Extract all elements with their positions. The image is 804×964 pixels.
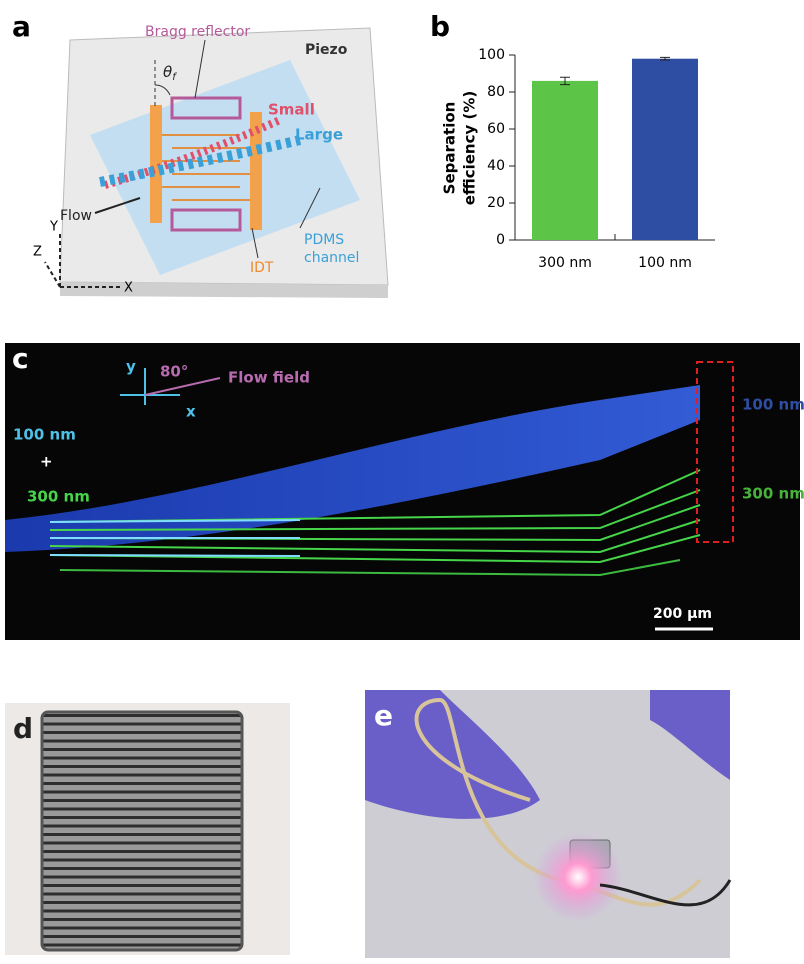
y-axis-label: efficiency (%) [461, 91, 479, 205]
axis-y: Y [49, 220, 58, 235]
plus-label: + [40, 453, 53, 471]
label-idt: IDT [250, 260, 274, 276]
led-glow [533, 832, 623, 922]
axis-x: X [124, 281, 133, 296]
label-bragg: Bragg reflector [145, 24, 250, 40]
panel-label: d [13, 712, 33, 745]
bar [632, 59, 698, 240]
axis-z: Z [33, 245, 42, 260]
input-large-label: 300 nm [27, 488, 90, 506]
scale-label: 200 µm [653, 606, 712, 622]
label-large: Large [295, 126, 343, 144]
label-small: Small [268, 101, 315, 119]
device-photo [42, 712, 242, 950]
label-flow: Flow [60, 208, 92, 224]
output-large-label: 300 nm [742, 485, 804, 503]
panel-label: a [12, 10, 31, 43]
error-bar [660, 57, 670, 60]
page: {"panel_a": {"label": "a", "bragg": "Bra… [0, 0, 804, 960]
bar [532, 81, 598, 240]
label-piezo: Piezo [305, 42, 348, 58]
figure: a Bragg reflector Piezo θf Small Large F… [0, 0, 804, 960]
y-axis-label: Separation [441, 102, 459, 195]
y-tick-label: 100 [478, 47, 505, 63]
x-tick-label: 100 nm [638, 255, 692, 271]
y-tick-label: 20 [487, 195, 505, 211]
panel-c: c y x 80° Flow field 100 nm + 300 nm 100… [5, 342, 804, 640]
label-pdms: PDMS [304, 232, 344, 248]
y-tick-label: 80 [487, 84, 505, 100]
panel-a: a Bragg reflector Piezo θf Small Large F… [12, 10, 388, 298]
label-pdms: channel [304, 250, 359, 266]
input-small-label: 100 nm [13, 426, 76, 444]
y-tick-label: 0 [496, 232, 505, 248]
y-tick-label: 60 [487, 121, 505, 137]
theta: θ [163, 63, 172, 81]
panel-label: c [12, 342, 29, 375]
angle-label: 80° [160, 363, 188, 381]
axis-y-label: y [126, 358, 136, 376]
panel-label: e [374, 699, 393, 732]
flow-field-label: Flow field [228, 369, 310, 387]
axis-x-label: x [186, 403, 196, 421]
panel-b: b Separation efficiency (%) 0 20 40 60 80 100… [430, 10, 715, 271]
idt-electrode [150, 105, 162, 223]
output-small-label: 100 nm [742, 396, 804, 414]
panel-label: b [430, 10, 450, 43]
y-tick-label: 40 [487, 158, 505, 174]
panel-d: d [5, 703, 290, 955]
x-tick-label: 300 nm [538, 255, 592, 271]
panel-e: e [365, 690, 730, 958]
